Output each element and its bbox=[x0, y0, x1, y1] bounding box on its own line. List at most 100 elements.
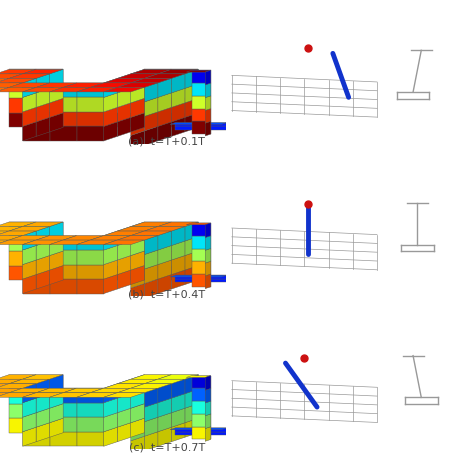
Polygon shape bbox=[171, 103, 185, 122]
Polygon shape bbox=[170, 428, 227, 430]
Polygon shape bbox=[185, 98, 198, 117]
Polygon shape bbox=[0, 222, 36, 227]
Polygon shape bbox=[175, 275, 227, 279]
Polygon shape bbox=[158, 78, 171, 98]
Polygon shape bbox=[192, 83, 211, 96]
Polygon shape bbox=[131, 116, 144, 136]
Polygon shape bbox=[175, 279, 227, 283]
Polygon shape bbox=[36, 266, 63, 280]
Polygon shape bbox=[205, 121, 211, 136]
Polygon shape bbox=[171, 241, 185, 260]
Polygon shape bbox=[117, 113, 144, 127]
Polygon shape bbox=[144, 113, 171, 127]
Polygon shape bbox=[158, 413, 171, 432]
Polygon shape bbox=[192, 109, 211, 121]
Polygon shape bbox=[205, 83, 211, 98]
Polygon shape bbox=[63, 266, 90, 280]
Polygon shape bbox=[36, 88, 50, 107]
Polygon shape bbox=[131, 113, 144, 132]
Polygon shape bbox=[23, 69, 63, 74]
Polygon shape bbox=[36, 418, 63, 433]
Polygon shape bbox=[50, 389, 63, 408]
Polygon shape bbox=[185, 236, 198, 256]
Polygon shape bbox=[192, 236, 211, 249]
Polygon shape bbox=[0, 74, 23, 78]
Polygon shape bbox=[50, 235, 77, 250]
Polygon shape bbox=[0, 384, 36, 388]
Polygon shape bbox=[104, 87, 144, 92]
Polygon shape bbox=[36, 270, 50, 289]
Polygon shape bbox=[131, 222, 171, 227]
Polygon shape bbox=[77, 112, 104, 126]
Polygon shape bbox=[192, 388, 211, 401]
Polygon shape bbox=[131, 389, 144, 408]
Polygon shape bbox=[158, 69, 198, 74]
Polygon shape bbox=[23, 375, 63, 379]
Polygon shape bbox=[185, 84, 198, 103]
Polygon shape bbox=[50, 265, 77, 279]
Polygon shape bbox=[9, 418, 36, 433]
Polygon shape bbox=[131, 231, 171, 235]
Polygon shape bbox=[131, 236, 144, 256]
Polygon shape bbox=[185, 266, 198, 284]
Polygon shape bbox=[50, 250, 77, 265]
Polygon shape bbox=[23, 384, 36, 403]
Polygon shape bbox=[131, 418, 144, 437]
Polygon shape bbox=[131, 69, 144, 88]
Polygon shape bbox=[192, 71, 211, 83]
Polygon shape bbox=[117, 117, 131, 136]
Polygon shape bbox=[205, 388, 211, 403]
Polygon shape bbox=[158, 93, 171, 112]
Polygon shape bbox=[0, 393, 36, 397]
Polygon shape bbox=[77, 393, 117, 397]
Polygon shape bbox=[9, 84, 36, 98]
Polygon shape bbox=[171, 227, 185, 245]
Polygon shape bbox=[175, 428, 227, 431]
Polygon shape bbox=[117, 74, 131, 93]
Polygon shape bbox=[0, 87, 36, 92]
Polygon shape bbox=[9, 222, 36, 236]
Polygon shape bbox=[50, 112, 77, 126]
Polygon shape bbox=[50, 236, 63, 256]
Polygon shape bbox=[63, 235, 104, 240]
Polygon shape bbox=[171, 256, 185, 274]
Polygon shape bbox=[192, 223, 211, 236]
Polygon shape bbox=[23, 413, 36, 432]
Polygon shape bbox=[9, 227, 50, 231]
Polygon shape bbox=[23, 112, 50, 126]
Polygon shape bbox=[117, 103, 131, 122]
Polygon shape bbox=[144, 227, 185, 231]
Polygon shape bbox=[144, 250, 158, 269]
Polygon shape bbox=[104, 427, 117, 446]
Polygon shape bbox=[104, 398, 117, 417]
Polygon shape bbox=[36, 103, 50, 122]
Polygon shape bbox=[50, 98, 63, 117]
Polygon shape bbox=[23, 398, 36, 417]
Polygon shape bbox=[144, 235, 158, 255]
Polygon shape bbox=[117, 408, 131, 427]
Polygon shape bbox=[185, 375, 198, 394]
Polygon shape bbox=[0, 375, 36, 379]
Polygon shape bbox=[104, 245, 117, 265]
Polygon shape bbox=[117, 266, 144, 280]
Polygon shape bbox=[36, 113, 63, 127]
Polygon shape bbox=[158, 245, 171, 265]
Polygon shape bbox=[0, 231, 9, 235]
Polygon shape bbox=[77, 403, 104, 417]
Polygon shape bbox=[144, 265, 158, 284]
Polygon shape bbox=[171, 117, 185, 136]
Polygon shape bbox=[77, 265, 104, 279]
Polygon shape bbox=[36, 83, 77, 87]
Polygon shape bbox=[170, 275, 227, 277]
Polygon shape bbox=[104, 93, 117, 112]
Polygon shape bbox=[158, 274, 171, 294]
Polygon shape bbox=[23, 126, 50, 141]
Polygon shape bbox=[0, 69, 36, 74]
Polygon shape bbox=[23, 393, 63, 397]
Polygon shape bbox=[63, 83, 104, 87]
Polygon shape bbox=[36, 236, 63, 251]
Polygon shape bbox=[192, 427, 211, 440]
Polygon shape bbox=[144, 432, 158, 451]
Polygon shape bbox=[117, 241, 131, 260]
Polygon shape bbox=[131, 98, 144, 117]
